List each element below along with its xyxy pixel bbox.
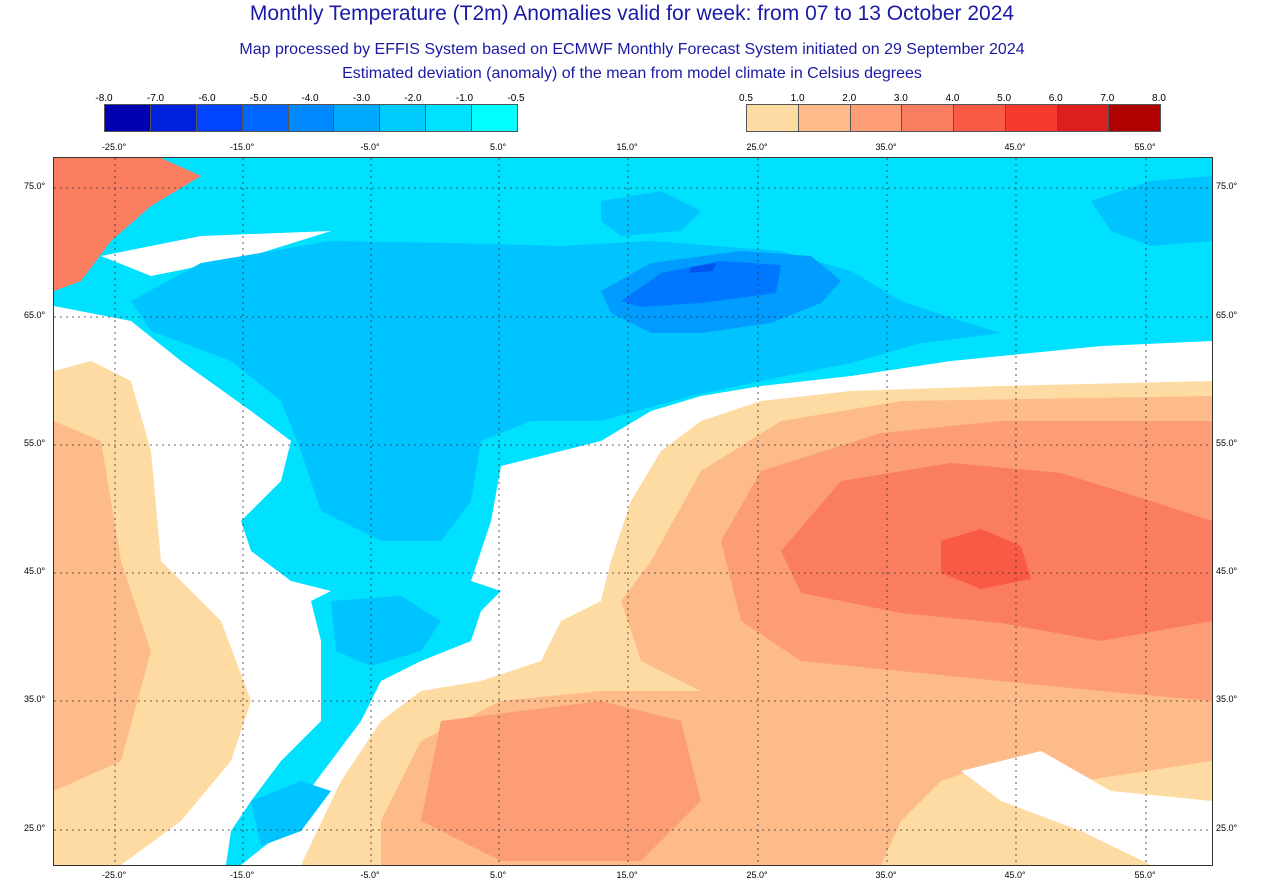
- legend_warm-swatch: [902, 105, 954, 131]
- map-title: Monthly Temperature (T2m) Anomalies vali…: [249, 2, 1015, 25]
- anomaly-area-atlantic-plus1: [54, 421, 151, 791]
- map-description: Estimated deviation (anomaly) of the mea…: [342, 65, 922, 82]
- axis-tick-label: 55.0°: [1216, 438, 1238, 448]
- legend_cold-swatch: [334, 105, 381, 131]
- axis-tick-label: 45.0°: [1216, 566, 1238, 576]
- axis-tick-label: 65.0°: [24, 310, 46, 320]
- legend_warm-swatch: [954, 105, 1006, 131]
- axis-tick-label: 35.0°: [24, 694, 46, 704]
- legend_warm-swatch: [1057, 105, 1110, 131]
- legend_cold-label: -5.0: [249, 93, 268, 104]
- axis-tick-label: 75.0°: [24, 181, 46, 191]
- axis-tick-label: 65.0°: [1216, 310, 1238, 320]
- axis-tick-label: 25.0°: [746, 142, 768, 152]
- anomaly-area-minus5: [689, 263, 716, 273]
- axis-tick-label: 5.0°: [489, 142, 507, 152]
- legend_cold-swatch: [380, 105, 427, 131]
- legend_warm-label: 6.0: [1048, 93, 1063, 104]
- legend_warm-swatch: [747, 105, 799, 131]
- axis-tick-label: 15.0°: [616, 870, 638, 880]
- warm-anomaly-legend: [746, 104, 1161, 132]
- cold-anomaly-legend: [104, 104, 518, 132]
- legend_warm-swatch: [1109, 105, 1160, 131]
- axis-tick-label: 45.0°: [24, 566, 46, 576]
- legend_cold-swatch: [426, 105, 473, 131]
- legend_warm-label: 1.0: [790, 93, 805, 104]
- legend_cold-label: -2.0: [404, 93, 422, 104]
- legend_cold-label: -6.0: [198, 93, 216, 104]
- graticule: [54, 158, 1212, 865]
- anomaly-area-minus4: [621, 261, 781, 307]
- legend_warm-label: 8.0: [1152, 93, 1166, 104]
- anomaly-area-minus2-iberia: [331, 596, 441, 666]
- legend_warm-swatch: [1005, 105, 1058, 131]
- axis-tick-label: 35.0°: [1216, 694, 1238, 704]
- anomaly-area-minus2-arctic: [1091, 176, 1212, 246]
- warm-anomaly-areas: [54, 158, 1212, 865]
- legend_cold-label: -1.0: [455, 93, 474, 104]
- axis-tick-label: 25.0°: [746, 870, 768, 880]
- white-area-arabia: [961, 751, 1212, 865]
- axis-tick-label: -5.0°: [360, 870, 380, 880]
- legend_warm-label: 3.0: [893, 93, 908, 104]
- map-subtitle: Map processed by EFFIS System based on E…: [239, 41, 1025, 58]
- legend_warm-label: 5.0: [997, 93, 1012, 104]
- anomaly-area-greenland: [54, 158, 201, 291]
- axis-tick-label: 25.0°: [24, 823, 46, 833]
- axis-tick-label: 55.0°: [1134, 870, 1156, 880]
- legend_warm-label: 4.0: [945, 93, 960, 104]
- legend_cold-label: -8.0: [95, 93, 113, 104]
- axis-tick-label: -25.0°: [101, 142, 127, 152]
- axis-tick-label: -5.0°: [360, 142, 380, 152]
- anomaly-area-plus2-sahara: [421, 701, 701, 861]
- axis-tick-label: -15.0°: [229, 142, 255, 152]
- legend_cold-swatch: [472, 105, 518, 131]
- axis-tick-label: 25.0°: [1216, 823, 1238, 833]
- axis-tick-label: 5.0°: [489, 870, 507, 880]
- axis-tick-label: -25.0°: [101, 870, 127, 880]
- anomaly-area-minus2-barents: [601, 191, 701, 236]
- axis-tick-label: -15.0°: [229, 870, 255, 880]
- axis-tick-label: 45.0°: [1004, 142, 1026, 152]
- legend_cold-swatch: [150, 105, 197, 131]
- legend_cold-swatch: [288, 105, 335, 131]
- legend_warm-label: 0.5: [739, 93, 753, 104]
- legend_cold-swatch: [105, 105, 151, 131]
- axis-tick-label: 15.0°: [616, 142, 638, 152]
- white-gap-iceland: [101, 231, 331, 276]
- axis-tick-label: 55.0°: [1134, 142, 1156, 152]
- legend_warm-swatch: [850, 105, 903, 131]
- axis-tick-label: 35.0°: [875, 870, 897, 880]
- legend_warm-label: 7.0: [1100, 93, 1115, 104]
- axis-tick-label: 75.0°: [1216, 181, 1238, 191]
- legend_warm-swatch: [798, 105, 851, 131]
- axis-tick-label: 35.0°: [875, 142, 897, 152]
- legend_cold-label: -3.0: [352, 93, 371, 104]
- anomaly-area-plus4: [941, 529, 1031, 589]
- legend_cold-swatch: [196, 105, 243, 131]
- legend_cold-label: -7.0: [146, 93, 165, 104]
- temperature-anomaly-map: [53, 157, 1213, 866]
- axis-tick-label: 55.0°: [24, 438, 46, 448]
- axis-tick-label: 45.0°: [1004, 870, 1026, 880]
- legend_cold-swatch: [242, 105, 289, 131]
- cold-anomaly-areas: [54, 158, 1212, 865]
- legend_cold-label: -0.5: [507, 93, 525, 104]
- legend_cold-label: -4.0: [301, 93, 319, 104]
- legend_warm-label: 2.0: [842, 93, 857, 104]
